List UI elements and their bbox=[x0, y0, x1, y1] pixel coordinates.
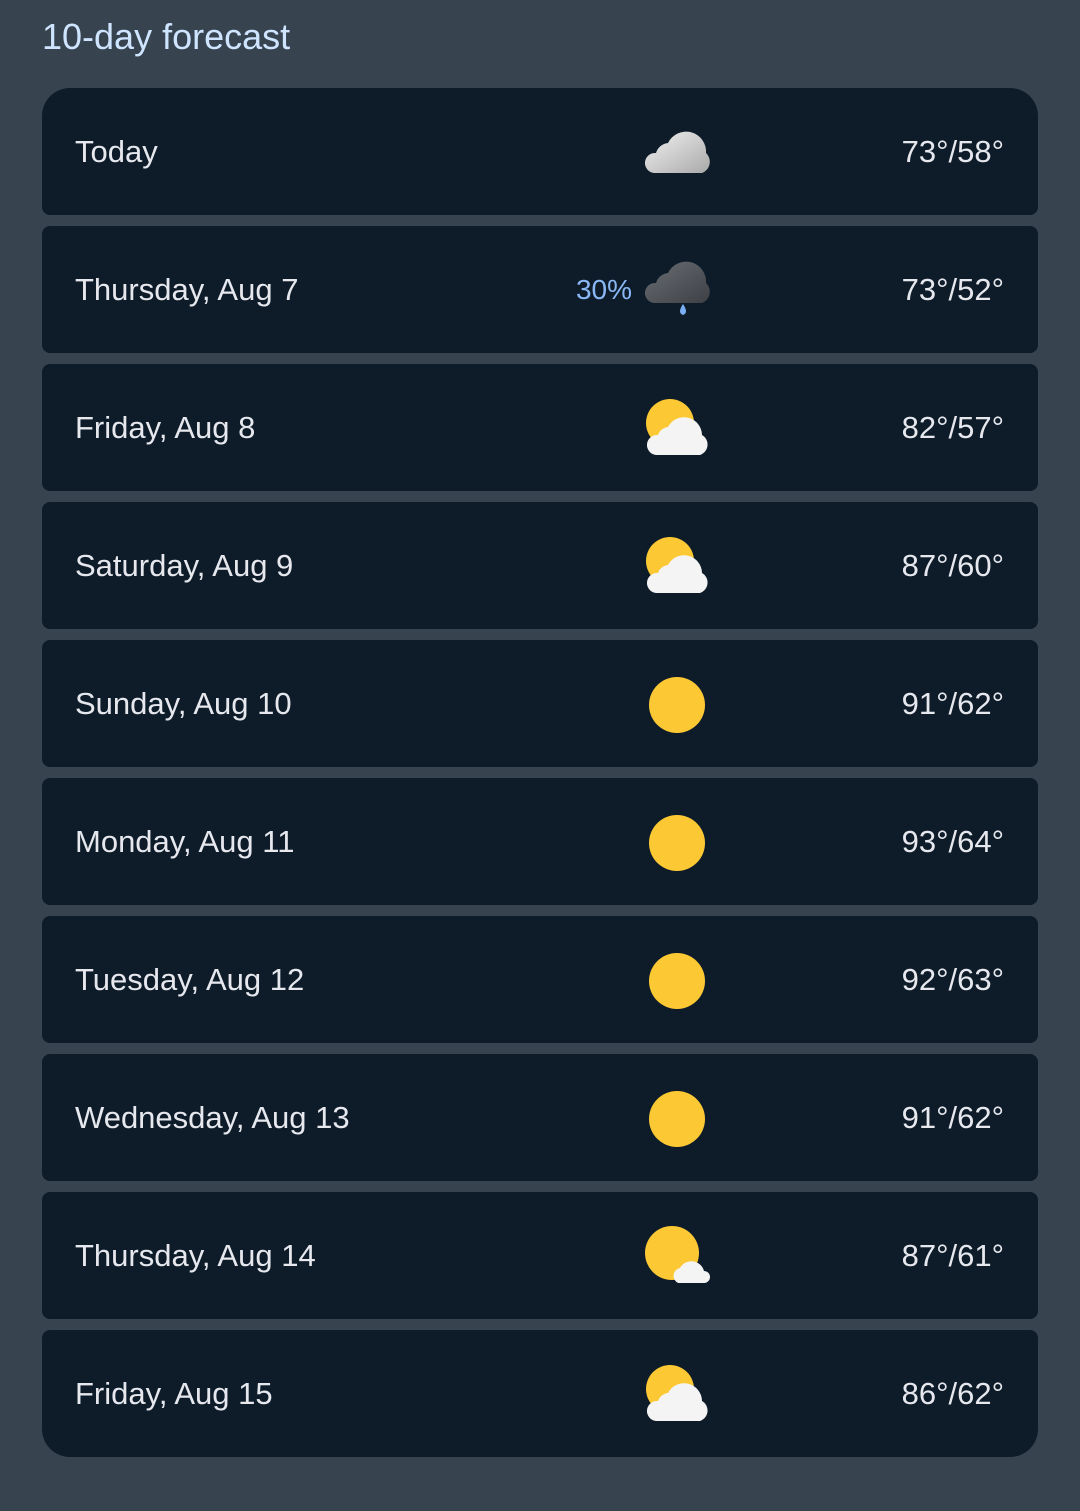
rain-icon bbox=[642, 259, 712, 323]
precip-chance: 30% bbox=[575, 274, 632, 305]
sunny-icon bbox=[642, 673, 712, 737]
sunny-icon bbox=[642, 1087, 712, 1151]
temperature-range: 73°/58° bbox=[901, 134, 1004, 169]
forecast-row[interactable]: Thursday, Aug 14 87°/61° bbox=[42, 1192, 1038, 1319]
partly-cloudy-icon bbox=[642, 1363, 712, 1427]
forecast-row[interactable]: Wednesday, Aug 13 91°/62° bbox=[42, 1054, 1038, 1181]
forecast-row[interactable]: Sunday, Aug 10 91°/62° bbox=[42, 640, 1038, 767]
section-title: 10-day forecast bbox=[42, 16, 291, 57]
day-label: Wednesday, Aug 13 bbox=[75, 1100, 350, 1135]
cloudy-icon bbox=[642, 121, 712, 185]
temperature-range: 93°/64° bbox=[901, 824, 1004, 859]
temperature-range: 87°/60° bbox=[901, 548, 1004, 583]
sunny-icon bbox=[642, 949, 712, 1013]
forecast-row[interactable]: Friday, Aug 8 82°/57° bbox=[42, 364, 1038, 491]
temperature-range: 91°/62° bbox=[901, 686, 1004, 721]
day-label: Thursday, Aug 7 bbox=[75, 272, 299, 307]
day-label: Monday, Aug 11 bbox=[75, 824, 295, 859]
mostly-sunny-icon bbox=[642, 1225, 712, 1289]
forecast-row[interactable]: Thursday, Aug 7 30% 73°/52° bbox=[42, 226, 1038, 353]
sunny-icon bbox=[642, 811, 712, 875]
forecast-row[interactable]: Friday, Aug 15 86°/62° bbox=[42, 1330, 1038, 1457]
temperature-range: 92°/63° bbox=[901, 962, 1004, 997]
temperature-range: 82°/57° bbox=[901, 410, 1004, 445]
forecast-list: Today 73°/58° Thursday, Aug 7 30% 73°/52° Fri… bbox=[42, 88, 1038, 1468]
day-label: Friday, Aug 8 bbox=[75, 410, 256, 445]
forecast-row[interactable]: Tuesday, Aug 12 92°/63° bbox=[42, 916, 1038, 1043]
day-label: Sunday, Aug 10 bbox=[75, 686, 292, 721]
forecast-row[interactable]: Monday, Aug 11 93°/64° bbox=[42, 778, 1038, 905]
day-label: Friday, Aug 15 bbox=[75, 1376, 273, 1411]
day-label: Thursday, Aug 14 bbox=[75, 1238, 316, 1273]
temperature-range: 87°/61° bbox=[901, 1238, 1004, 1273]
day-label: Tuesday, Aug 12 bbox=[75, 962, 305, 997]
day-label: Saturday, Aug 9 bbox=[75, 548, 294, 583]
temperature-range: 73°/52° bbox=[901, 272, 1004, 307]
temperature-range: 91°/62° bbox=[901, 1100, 1004, 1135]
forecast-row[interactable]: Saturday, Aug 9 87°/60° bbox=[42, 502, 1038, 629]
partly-cloudy-icon bbox=[642, 535, 712, 599]
temperature-range: 86°/62° bbox=[901, 1376, 1004, 1411]
partly-cloudy-icon bbox=[642, 397, 712, 461]
day-label: Today bbox=[75, 134, 158, 169]
forecast-row[interactable]: Today 73°/58° bbox=[42, 88, 1038, 215]
